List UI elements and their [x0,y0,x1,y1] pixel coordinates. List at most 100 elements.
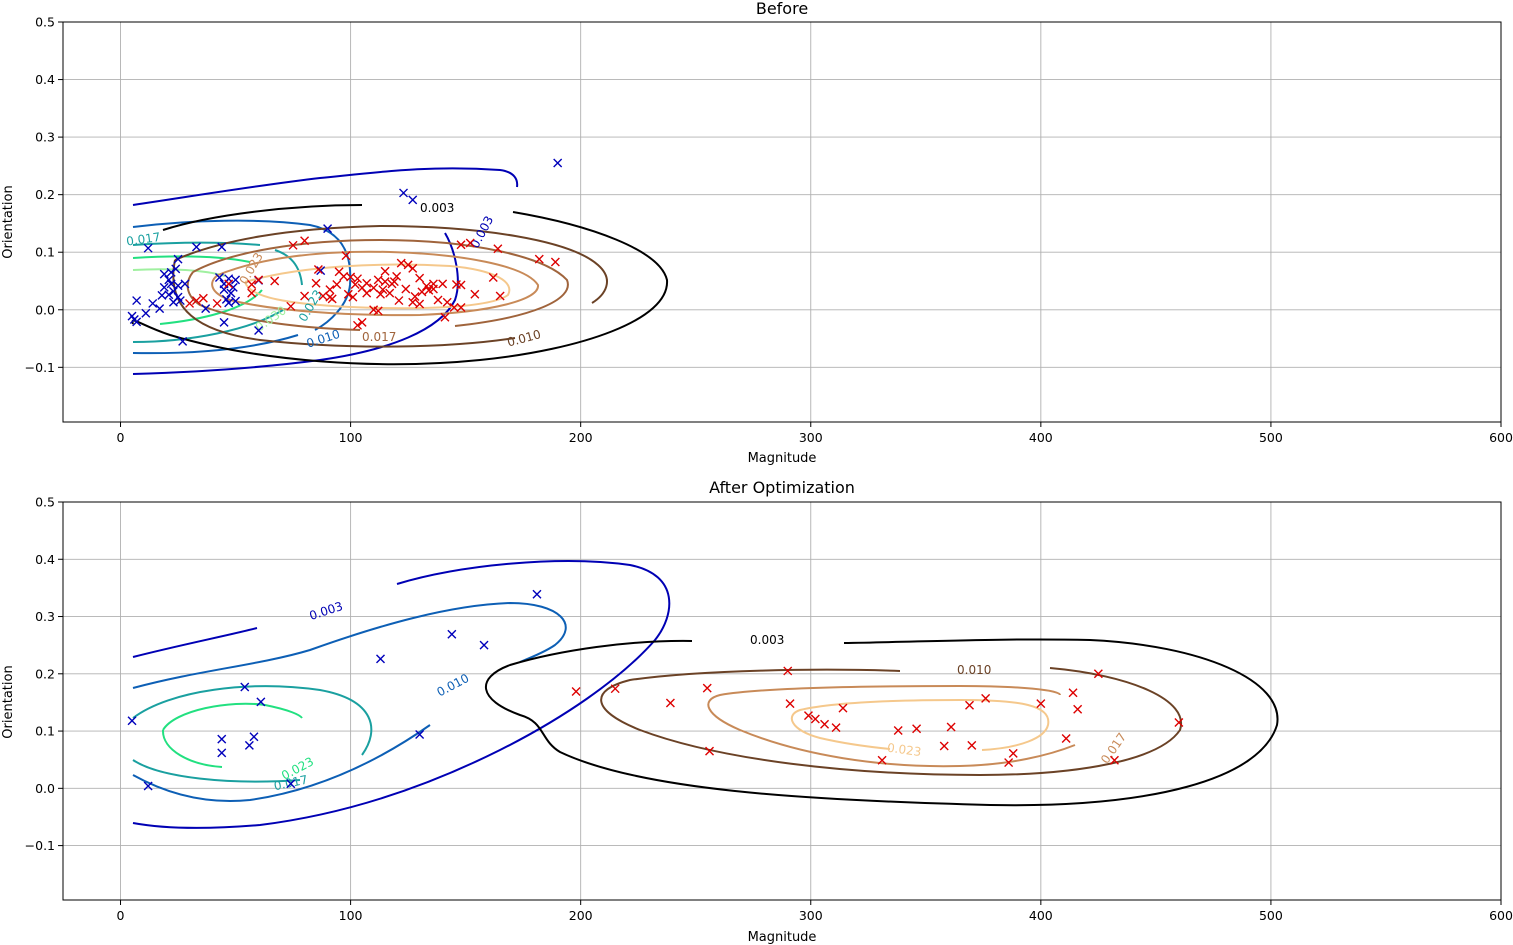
data-point [217,734,227,744]
data-point [456,240,466,250]
data-point [224,279,234,289]
data-point [1036,699,1046,709]
chart-after-optimization: 0.003 0.003 0.010 0.010 0.017 0.017 0.02… [1,478,1513,945]
contour-b-0017 [707,684,1076,768]
data-point [173,254,183,264]
data-point [415,273,425,283]
data-point [166,267,176,277]
data-point [350,279,360,289]
data-point [376,654,386,664]
data-point [783,666,793,676]
y-tick-label: −0.1 [25,838,55,853]
contour-a-0003 [132,167,519,206]
data-point [247,288,257,298]
data-point [254,275,264,285]
data-point [1004,758,1014,768]
x-tick-label: 500 [1259,430,1283,445]
data-point [967,740,977,750]
contour-b-0023 [211,250,539,317]
data-point [702,683,712,693]
data-point [1174,717,1184,727]
data-point [346,272,356,282]
data-point [240,682,250,692]
y-tick-label: 0.5 [35,15,55,30]
data-point [408,263,418,273]
x-tick-label: 600 [1489,430,1513,445]
data-point [217,748,227,758]
y-tick-label: 0.5 [35,495,55,510]
data-point [201,304,211,314]
chart-before: 0.003 0.003 0.010 0.010 0.017 0.017 0.02… [1,0,1513,466]
data-point [143,781,153,791]
data-point [912,724,922,734]
x-tick-label: 0 [117,430,125,445]
data-point [244,740,254,750]
data-point [332,279,342,289]
x-tick-label: 400 [1029,430,1053,445]
contour-label: 0.003 [420,201,454,215]
data-point [415,299,425,309]
data-point [408,297,418,307]
data-point [311,278,321,288]
data-point [148,298,158,308]
contour-b-0030 [244,263,511,310]
data-point [132,317,142,327]
contour-label: 0.010 [957,663,991,677]
data-point [385,288,395,298]
data-point [127,716,137,726]
data-point [132,296,142,306]
data-point [256,697,266,707]
data-point [422,281,432,291]
y-tick-label: 0.1 [35,724,55,739]
data-point [316,266,326,276]
data-point [378,285,388,295]
data-point [327,294,337,304]
data-point [981,693,991,703]
axes-frame-before [62,21,1502,423]
contour-label: 0.010 [435,671,472,699]
data-point [168,286,178,296]
data-point [357,317,367,327]
data-point [219,285,229,295]
ticks-after: 0 100 200 300 400 500 600 −0.1 0.0 0.1 0.2 0.3 0.4 0.… [25,495,1513,924]
data-point [785,699,795,709]
x-tick-label: 400 [1029,908,1053,923]
data-point [143,243,153,253]
data-point [1093,669,1103,679]
data-point [610,684,620,694]
y-tick-label: 0.4 [35,72,55,87]
data-point [247,279,257,289]
contour-b-0003 [484,638,1279,807]
y-tick-label: 0.3 [35,130,55,145]
data-point [159,269,169,279]
data-point [231,296,241,306]
data-point [433,295,443,305]
y-axis-label: Orientation [1,185,16,258]
data-point [877,755,887,765]
data-point [228,282,238,292]
data-point [254,325,264,335]
points-before [127,158,563,346]
y-tick-label: 0.4 [35,552,55,567]
data-point [417,287,427,297]
data-point [286,301,296,311]
data-point [212,298,222,308]
contour-b-0003 [131,204,669,366]
data-point [403,260,413,270]
data-point [553,158,563,168]
data-point [803,711,813,721]
data-point [1061,734,1071,744]
data-point [249,732,259,742]
ticks-before: 0 100 200 300 400 500 600 −0.1 0.0 0.1 0.2 0.3 0.4 0.… [25,15,1513,446]
points-after [127,589,1184,791]
data-point [465,238,475,248]
data-point [488,273,498,283]
contour-label: 0.023 [237,250,266,287]
data-point [456,302,466,312]
y-tick-label: 0.0 [35,302,55,317]
data-point [164,275,174,285]
data-point [373,306,383,316]
data-point [1109,755,1119,765]
data-point [410,292,420,302]
